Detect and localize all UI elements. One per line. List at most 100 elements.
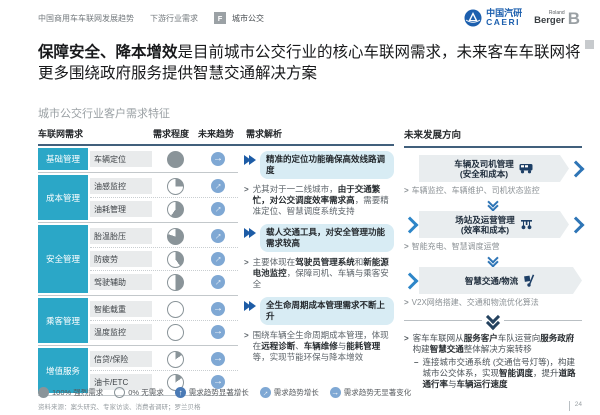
category-cell: 成本管理 — [38, 175, 88, 220]
summary-sub-bullet: – 连接城市交通系统 (交通信号灯等)，构建城市公交体系，实现智能调度，提升道路通… — [414, 357, 576, 389]
summary-divider — [404, 309, 582, 331]
caeri-logo-cn: 中国汽研 — [486, 8, 523, 19]
future-summary: > 客车车联网从服务客户车队运营向服务政府构建智慧交通整体解决方案转移 – 连接城市交… — [404, 333, 582, 390]
plain-text: 与 — [337, 341, 347, 351]
double-chevron-down-icon — [404, 252, 582, 268]
banner-ribbon: 智慧交通/物流 — [419, 267, 582, 294]
legend-item: → 需求趋势增长 — [259, 386, 319, 398]
trolley-icon — [523, 274, 536, 287]
banner-line1: 智慧交通/物流 — [464, 275, 519, 286]
emphasis-text: 智能调度 — [498, 368, 533, 378]
plain-text: ，保障司机、车辆与乘客安全 — [252, 268, 389, 289]
rb-logo-b-mark: B — [567, 8, 580, 28]
emphasis-text: 载人交通工具，对安全管理功能需求较高 — [266, 227, 386, 248]
table-row: 油卡/ETC → — [90, 370, 238, 393]
emphasis-text: 车辆维修 — [303, 341, 338, 351]
need-label: 驾驶辅助 — [90, 274, 152, 290]
bullet-text: 尤其对于一二线城市，由于交通繁忙，对公交调度效率需求高，需要精准定位、智慧调度系… — [253, 184, 394, 217]
emphasis-text: 驾驶员管理系统 — [295, 257, 355, 267]
need-label: 油卡/ETC — [90, 374, 152, 390]
highlight-text: 精准的定位功能确保高效线路调度 — [260, 151, 394, 179]
trend-up-icon: → — [210, 274, 226, 290]
need-label: 车辆定位 — [90, 151, 152, 167]
content: 车联网需求 需求程度 未来趋势 需求解析 基础管理 车辆定位 → 成本管理 油感监控 → 油… — [38, 127, 585, 396]
breadcrumb: 中国商用车车联网发展趋势 下游行业需求 F 城市公交 中国汽研 CAERI Ro… — [38, 9, 580, 27]
trend-up-icon: → — [210, 228, 226, 244]
demand-harvey-ball — [166, 350, 184, 368]
need-label: 油感监控 — [90, 178, 152, 194]
bullet-marker: > — [244, 185, 249, 194]
breadcrumb-item-downstream: 下游行业需求 — [150, 13, 198, 23]
section-letter-badge: F — [214, 12, 226, 24]
table-row: 油耗管理 → — [90, 197, 238, 220]
emphasis-text: 服务政府 — [540, 333, 575, 343]
demand-harvey-ball — [166, 177, 184, 195]
future-bullet: > V2X网络搭建、交通和物流优化算法 — [404, 298, 582, 308]
footer: 资料来源：案头研究、专家访谈、消费者调研；罗兰贝格 24 — [38, 401, 582, 411]
table-row: 信贷/保险 → — [90, 348, 238, 370]
needs-table: 基础管理 车辆定位 → 成本管理 油感监控 → 油耗管理 → 安全管理 胎温胎压 → 防疲劳 → 驾驶辅助… — [38, 146, 238, 396]
legend-label: 100% 强烈需求 — [52, 388, 104, 397]
pie-100-icon — [38, 387, 49, 398]
need-label: 温度监控 — [90, 324, 152, 340]
analysis-column: 精准的定位功能确保高效线路调度 > 尤其对于一二线城市，由于交通繁忙，对公交调度效率… — [238, 146, 394, 396]
bullet-marker: > — [404, 242, 409, 251]
trend-up-icon: → — [210, 178, 226, 194]
emphasis-text: 智慧交通 — [429, 344, 464, 354]
rb-logo-bottom: Berger — [534, 14, 565, 26]
category-cell: 增值服务 — [38, 348, 88, 393]
summary-bullet: > 客车车联网从服务客户车队运营向服务政府构建智慧交通整体解决方案转移 — [404, 333, 575, 354]
need-label: 防疲劳 — [90, 251, 152, 267]
emphasis-text: 服务客户 — [463, 333, 498, 343]
legend-label: 需求趋势无显著变化 — [343, 388, 412, 397]
double-arrow-icon — [244, 301, 256, 311]
banner-ribbon: 场站及运营管理 (效率和成本) — [419, 211, 569, 238]
table-row: 驾驶辅助 → — [90, 270, 238, 293]
bus-icon — [519, 163, 534, 174]
trend-stable-icon: → — [211, 325, 225, 339]
banner-label: 智慧交通/物流 — [465, 276, 518, 286]
future-bullet-text: V2X网络搭建、交通和物流优化算法 — [411, 298, 539, 307]
plain-text: 构建 — [412, 344, 430, 354]
future-banner: 车辆及司机管理 (安全和成本) — [404, 155, 585, 182]
demand-harvey-ball — [166, 250, 184, 268]
chevron-right-icon — [401, 272, 419, 289]
future-header: 未来发展方向 — [404, 127, 582, 148]
analysis-highlight: 载人交通工具，对安全管理功能需求较高 — [244, 224, 394, 252]
col-header-degree: 需求程度 — [152, 129, 189, 139]
needs-table-section: 车联网需求 需求程度 未来趋势 需求解析 基础管理 车辆定位 → 成本管理 油感监控 → 油… — [38, 127, 394, 396]
analysis-highlight: 精准的定位功能确保高效线路调度 — [244, 151, 394, 179]
table-row: 温度监控 → — [90, 320, 238, 343]
banner-line1: 场站及运营管理 — [455, 214, 515, 225]
demand-harvey-ball — [166, 300, 184, 318]
future-bullet: > 智能充电、智慧调度运营 — [404, 242, 582, 252]
legend-item: 100% 强烈需求 — [38, 387, 103, 398]
analysis-bullet: > 围绕车辆全生命周期成本管理，体现在远程诊断、车辆维修与能耗管理等，实现节能环保… — [244, 330, 394, 363]
banner-label: 场站及运营管理 (效率和成本) — [455, 215, 515, 235]
need-label: 智能载重 — [90, 301, 152, 317]
page-subtitle: 城市公交行业客户需求特征 — [38, 108, 170, 120]
bullet-marker: > — [244, 331, 249, 340]
bullet-marker: > — [244, 258, 249, 267]
logos: 中国汽研 CAERI Roland Berger B — [464, 9, 580, 27]
table-row: 车辆定位 → — [90, 148, 238, 170]
legend-item: → 需求趋势显著增长 — [174, 387, 249, 398]
plain-text: 、 — [295, 341, 304, 351]
future-banner: 智慧交通/物流 — [401, 267, 582, 294]
bullet-text: 主要体现在驾驶员管理系统和新能源电池监控，保障司机、车辆与乘客安全 — [253, 257, 394, 290]
chevron-right-icon — [567, 216, 585, 233]
emphasis-text: 能耗管理 — [346, 341, 381, 351]
future-bullet-text: 车辆监控、车辆维护、司机状态监控 — [411, 186, 540, 195]
future-direction-section: 未来发展方向 车辆及司机管理 (安全和成本) > 车辆监控、车辆维护、司机状态监控 场站… — [401, 127, 585, 396]
table-group: 基础管理 车辆定位 → — [38, 146, 238, 173]
emphasis-text: 道路通行率 — [422, 368, 576, 389]
section-name: 城市公交 — [232, 13, 264, 23]
banner-line2: (效率和成本) — [460, 224, 510, 235]
legend: 100% 强烈需求 0% 无需求 → 需求趋势显著增长 → 需求趋势增长 → 需求趋势无显著变… — [38, 386, 412, 398]
corner-marker — [585, 40, 594, 49]
emphasis-text: 新能源电池监控 — [252, 257, 389, 278]
trend-stable-icon: → — [211, 352, 225, 366]
future-bullet: > 车辆监控、车辆维护、司机状态监控 — [404, 186, 582, 196]
banner-ribbon: 车辆及司机管理 (安全和成本) — [419, 155, 569, 182]
banner-line2: (安全和成本) — [459, 168, 509, 179]
